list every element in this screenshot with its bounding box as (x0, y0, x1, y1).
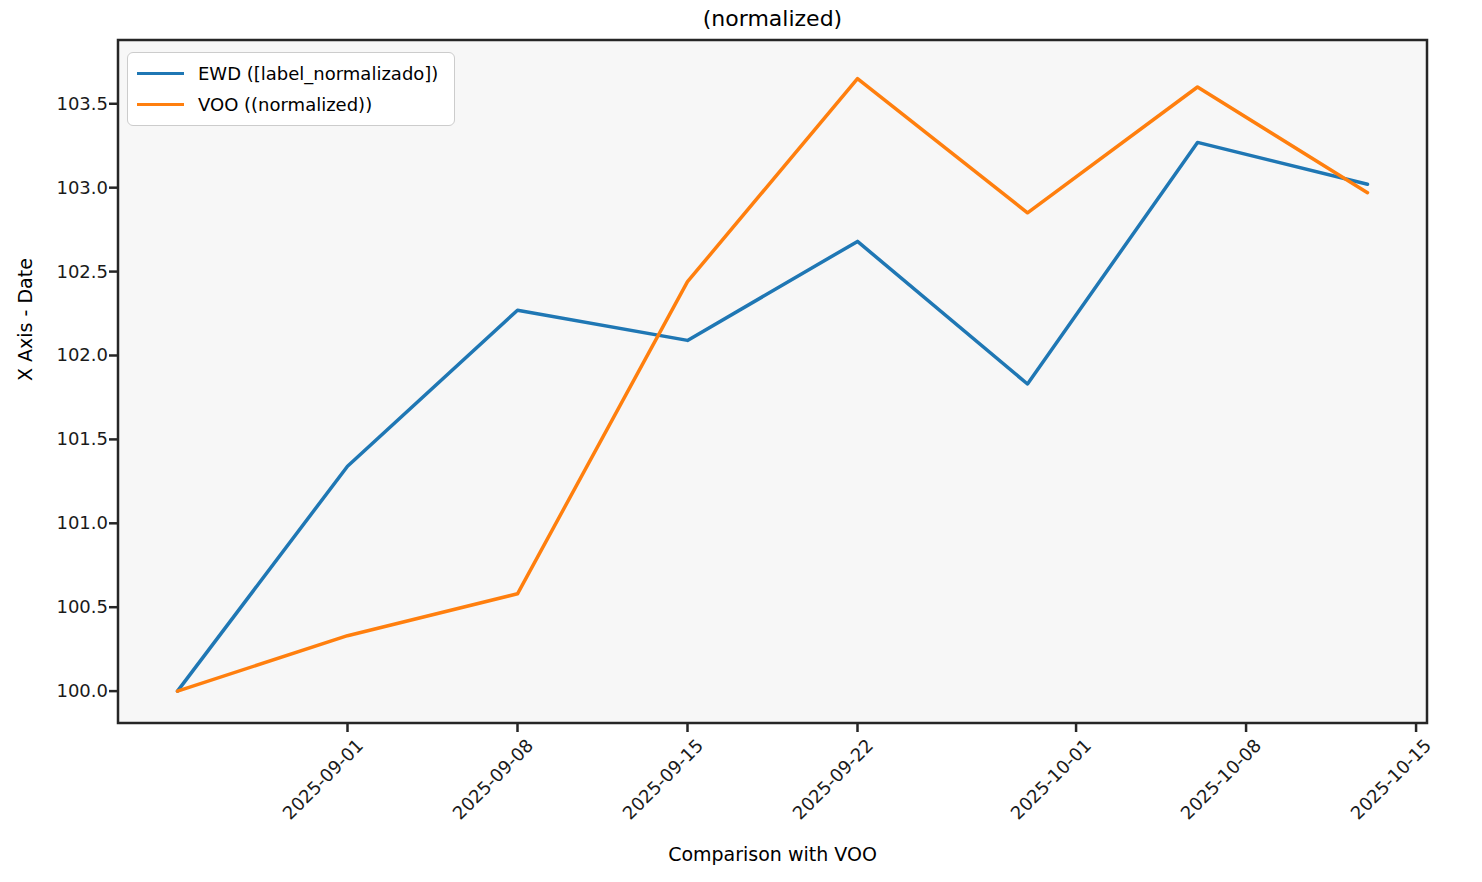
plot-area (118, 40, 1427, 723)
legend-label-voo: VOO ((normalized)) (198, 94, 372, 115)
figure: (normalized) X Axis - Date Comparison wi… (0, 0, 1482, 882)
legend-line-swatch-ewd (137, 72, 184, 75)
legend-label-ewd: EWD ([label_normalizado]) (198, 63, 438, 84)
y-tick-label: 102.5 (0, 260, 108, 284)
y-tick-label: 103.5 (0, 92, 108, 116)
legend-line-swatch-voo (137, 103, 184, 106)
legend: EWD ([label_normalizado]) VOO ((normaliz… (127, 52, 455, 126)
legend-item-voo: VOO ((normalized)) (137, 94, 438, 115)
y-tick-label: 100.5 (0, 595, 108, 619)
chart-title: (normalized) (118, 6, 1427, 31)
legend-item-ewd: EWD ([label_normalizado]) (137, 63, 438, 84)
y-tick-label: 101.0 (0, 511, 108, 535)
y-tick-label: 103.0 (0, 176, 108, 200)
y-tick-label: 102.0 (0, 343, 108, 367)
y-tick-label: 100.0 (0, 679, 108, 703)
x-axis-label: Comparison with VOO (118, 843, 1427, 865)
y-tick-label: 101.5 (0, 427, 108, 451)
